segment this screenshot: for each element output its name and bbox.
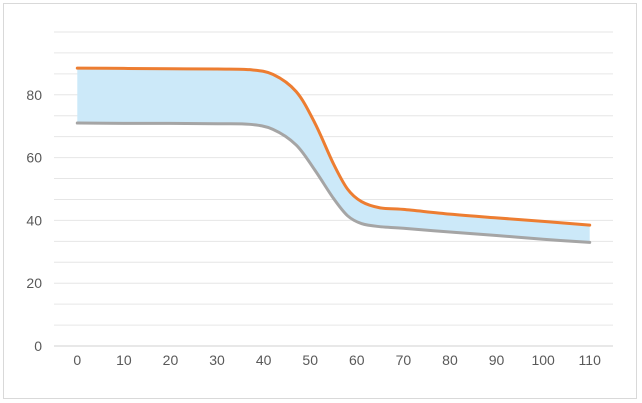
x-axis-ticks: 0 10 20 30 40 50 60 70 80 90 100 110 [73, 352, 601, 368]
x-tick-label: 40 [256, 352, 272, 368]
x-tick-label: 80 [442, 352, 458, 368]
x-tick-label: 60 [349, 352, 365, 368]
upper-series-line [75, 66, 592, 227]
x-tick-label: 110 [579, 352, 602, 368]
x-tick-label: 50 [302, 352, 318, 368]
y-tick-label: 80 [26, 87, 42, 103]
y-tick-label: 0 [34, 338, 42, 354]
lower-series-line [75, 121, 592, 244]
y-tick-label: 40 [26, 212, 42, 228]
range-band [77, 68, 590, 243]
y-tick-label: 20 [26, 275, 42, 291]
x-tick-label: 30 [209, 352, 225, 368]
x-tick-label: 10 [116, 352, 132, 368]
y-axis-ticks: 0 20 40 60 80 [26, 87, 42, 354]
y-tick-label: 60 [26, 150, 42, 166]
x-tick-label: 20 [163, 352, 179, 368]
x-tick-label: 70 [396, 352, 412, 368]
x-tick-label: 0 [73, 352, 81, 368]
x-tick-label: 90 [489, 352, 505, 368]
x-tick-label: 100 [531, 352, 555, 368]
